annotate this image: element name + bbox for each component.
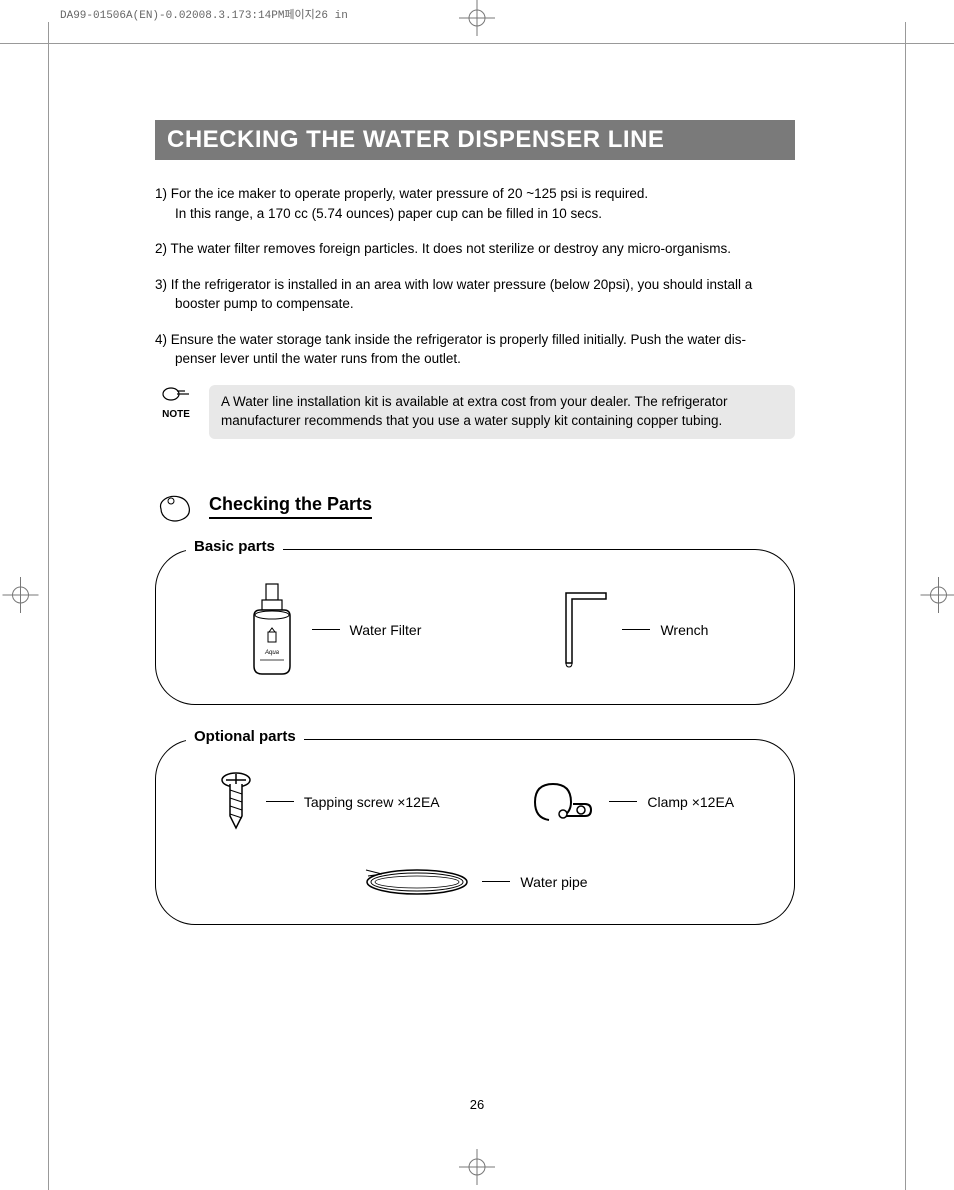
step-number: 4) — [155, 332, 167, 347]
parts-hand-icon — [155, 489, 195, 525]
print-header: DA99-01506A(EN)-0.02008.3.173:14PM페이지26 … — [60, 6, 348, 22]
step-3: 3) If the refrigerator is installed in a… — [155, 275, 795, 314]
section-title: Checking the Parts — [209, 494, 372, 519]
step-text: For the ice maker to operate properly, w… — [171, 186, 648, 201]
registration-mark-icon — [916, 577, 954, 613]
basic-parts-label: Basic parts — [186, 538, 283, 555]
page-content: CHECKING THE WATER DISPENSER LINE 1) For… — [155, 120, 795, 925]
part-label: Water Filter — [350, 622, 422, 638]
step-number: 3) — [155, 277, 167, 292]
part-clamp: Clamp ×12EA — [519, 774, 734, 830]
step-2: 2) The water filter removes foreign part… — [155, 239, 795, 259]
step-text: booster pump to compensate. — [155, 294, 795, 314]
part-label: Wrench — [660, 622, 708, 638]
note-block: NOTE A Water line installation kit is av… — [155, 385, 795, 439]
step-text: penser lever until the water runs from t… — [155, 349, 795, 369]
registration-mark-icon — [459, 0, 495, 41]
optional-parts-box: Optional parts Tapping screw ×12EA — [155, 739, 795, 925]
part-label: Clamp ×12EA — [647, 794, 734, 810]
screw-icon — [216, 770, 256, 834]
section-header: Checking the Parts — [155, 489, 795, 525]
wrench-icon — [552, 585, 612, 675]
part-label: Water pipe — [520, 874, 587, 890]
step-text: In this range, a 170 cc (5.74 ounces) pa… — [155, 204, 795, 224]
water-pipe-icon — [362, 864, 472, 900]
step-text: If the refrigerator is installed in an a… — [171, 277, 753, 292]
part-label: Tapping screw ×12EA — [304, 794, 440, 810]
body-text: 1) For the ice maker to operate properly… — [155, 184, 795, 439]
registration-mark-icon — [459, 1149, 495, 1190]
note-text: A Water line installation kit is availab… — [209, 385, 795, 439]
basic-parts-box: Basic parts Aqua Water Filter — [155, 549, 795, 705]
note-hand-icon — [161, 385, 191, 403]
step-number: 2) — [155, 241, 167, 256]
page-number: 26 — [470, 1097, 484, 1112]
svg-text:Aqua: Aqua — [264, 650, 280, 656]
step-text: The water filter removes foreign particl… — [171, 241, 731, 256]
note-label: NOTE — [155, 408, 197, 423]
step-text: Ensure the water storage tank inside the… — [171, 332, 746, 347]
clamp-icon — [519, 774, 599, 830]
page-title: CHECKING THE WATER DISPENSER LINE — [155, 120, 795, 160]
registration-mark-icon — [0, 577, 39, 613]
step-4: 4) Ensure the water storage tank inside … — [155, 330, 795, 369]
water-filter-icon: Aqua — [242, 580, 302, 680]
optional-parts-label: Optional parts — [186, 728, 304, 745]
part-water-pipe: Water pipe — [362, 864, 587, 900]
part-tapping-screw: Tapping screw ×12EA — [216, 770, 440, 834]
part-wrench: Wrench — [552, 585, 708, 675]
part-water-filter: Aqua Water Filter — [242, 580, 422, 680]
step-1: 1) For the ice maker to operate properly… — [155, 184, 795, 223]
step-number: 1) — [155, 186, 167, 201]
